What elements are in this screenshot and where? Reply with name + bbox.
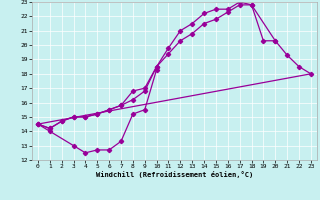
X-axis label: Windchill (Refroidissement éolien,°C): Windchill (Refroidissement éolien,°C): [96, 171, 253, 178]
